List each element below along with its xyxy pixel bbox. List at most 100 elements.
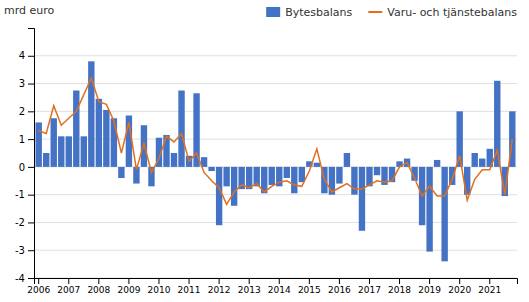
x-tick: 2008 bbox=[87, 278, 110, 295]
x-tick-mark bbox=[429, 278, 430, 284]
x-tick: 2021 bbox=[478, 278, 501, 295]
x-tick-label: 2020 bbox=[448, 285, 471, 295]
bar bbox=[208, 167, 214, 171]
grid-line bbox=[34, 55, 517, 56]
y-tick: -2 bbox=[15, 217, 34, 228]
y-axis-line bbox=[28, 29, 35, 279]
y-tick: -1 bbox=[15, 189, 34, 200]
x-tick-label: 2014 bbox=[268, 285, 291, 295]
x-tick-mark bbox=[279, 278, 280, 284]
bar bbox=[426, 167, 432, 252]
bar bbox=[359, 167, 365, 231]
x-tick-label: 2019 bbox=[418, 285, 441, 295]
x-tick: 2013 bbox=[238, 278, 261, 295]
y-tick-label: 1 bbox=[19, 134, 25, 145]
y-tick-label: 3 bbox=[19, 78, 25, 89]
y-tick-mark bbox=[28, 111, 34, 112]
y-axis: -4 -3 -2 -1 0 1 2 3 4 bbox=[15, 29, 34, 284]
y-tick-mark bbox=[28, 195, 34, 196]
y-tick: 4 bbox=[19, 50, 34, 61]
x-tick: 2018 bbox=[388, 278, 411, 295]
x-axis: 2006 2007 2008 2009 2010 2011 2012 2013 2014 2015… bbox=[27, 278, 517, 295]
x-tick: 2011 bbox=[178, 278, 201, 295]
x-tick-label: 2015 bbox=[298, 285, 321, 295]
y-tick-mark bbox=[28, 167, 34, 168]
legend-swatch bbox=[368, 11, 382, 13]
bar bbox=[472, 153, 478, 167]
x-tick-label: 2021 bbox=[478, 285, 501, 295]
y-tick-mark bbox=[28, 84, 34, 85]
y-tick-label: 2 bbox=[19, 106, 25, 117]
bar bbox=[163, 135, 169, 167]
x-tick-label: 2008 bbox=[87, 285, 110, 295]
y-tick-mark bbox=[28, 56, 34, 57]
x-tick: 2014 bbox=[268, 278, 291, 295]
x-tick-mark bbox=[459, 278, 460, 284]
y-tick: 0 bbox=[19, 162, 34, 173]
x-tick-mark bbox=[339, 278, 340, 284]
x-tick-mark bbox=[128, 278, 129, 284]
bar bbox=[291, 167, 297, 193]
x-tick: 2019 bbox=[418, 278, 441, 295]
x-tick-mark bbox=[489, 278, 490, 284]
bar bbox=[66, 136, 72, 167]
x-axis-line bbox=[35, 279, 518, 285]
bar bbox=[43, 153, 49, 167]
y-tick-label: -3 bbox=[15, 245, 25, 256]
y-tick: 2 bbox=[19, 106, 34, 117]
x-tick-mark bbox=[399, 278, 400, 284]
x-tick: 2009 bbox=[117, 278, 140, 295]
bar bbox=[96, 99, 102, 167]
grid-line bbox=[34, 83, 517, 84]
legend-label: Varu- och tjänstebalans bbox=[387, 6, 517, 19]
x-tick: 2020 bbox=[448, 278, 471, 295]
x-tick-mark bbox=[68, 278, 69, 284]
line bbox=[39, 78, 513, 204]
bar bbox=[81, 136, 87, 167]
y-tick-label: -4 bbox=[15, 273, 25, 284]
bar bbox=[449, 167, 455, 185]
x-tick-label: 2017 bbox=[358, 285, 381, 295]
x-tick-label: 2009 bbox=[117, 285, 140, 295]
legend-label: Bytesbalans bbox=[285, 6, 352, 19]
x-tick-label: 2010 bbox=[148, 285, 171, 295]
legend-item: Bytesbalans bbox=[266, 6, 352, 19]
plot: -4 -3 -2 -1 0 1 2 3 4 2006 2007 2008 2009 2010 2011 201… bbox=[15, 29, 517, 296]
y-tick: 1 bbox=[19, 134, 34, 145]
x-tick: 2006 bbox=[27, 278, 50, 295]
x-tick: 2007 bbox=[57, 278, 80, 295]
y-tick-mark bbox=[28, 222, 34, 223]
x-tick-mark bbox=[98, 278, 99, 284]
y-tick: -3 bbox=[15, 245, 34, 256]
y-axis-title: mrd euro bbox=[4, 4, 55, 17]
bar bbox=[36, 122, 42, 166]
bar bbox=[223, 167, 229, 186]
legend-item: Varu- och tjänstebalans bbox=[368, 6, 517, 19]
x-tick-label: 2016 bbox=[328, 285, 351, 295]
bar bbox=[374, 167, 380, 175]
bar bbox=[178, 91, 184, 167]
x-tick-mark bbox=[249, 278, 250, 284]
bar-series bbox=[36, 61, 516, 261]
bar bbox=[479, 159, 485, 167]
bar bbox=[314, 163, 320, 167]
x-tick-label: 2013 bbox=[238, 285, 261, 295]
x-tick-mark bbox=[309, 278, 310, 284]
bar bbox=[441, 167, 447, 261]
bar bbox=[284, 167, 290, 178]
bar bbox=[434, 160, 440, 167]
x-tick-label: 2011 bbox=[178, 285, 201, 295]
x-tick-mark bbox=[189, 278, 190, 284]
bar bbox=[118, 167, 124, 178]
grid bbox=[34, 56, 517, 278]
legend-swatch bbox=[266, 7, 280, 17]
y-tick-label: 4 bbox=[19, 50, 25, 61]
bar bbox=[73, 91, 79, 167]
y-tick-label: -1 bbox=[15, 189, 25, 200]
x-tick-label: 2012 bbox=[208, 285, 231, 295]
chart: -4 -3 -2 -1 0 1 2 3 4 2006 2007 2008 2009 2010 2011 201… bbox=[0, 0, 529, 302]
marks bbox=[36, 61, 516, 261]
x-tick: 2010 bbox=[148, 278, 171, 295]
y-tick-label: 0 bbox=[19, 162, 25, 173]
bar bbox=[299, 167, 305, 182]
